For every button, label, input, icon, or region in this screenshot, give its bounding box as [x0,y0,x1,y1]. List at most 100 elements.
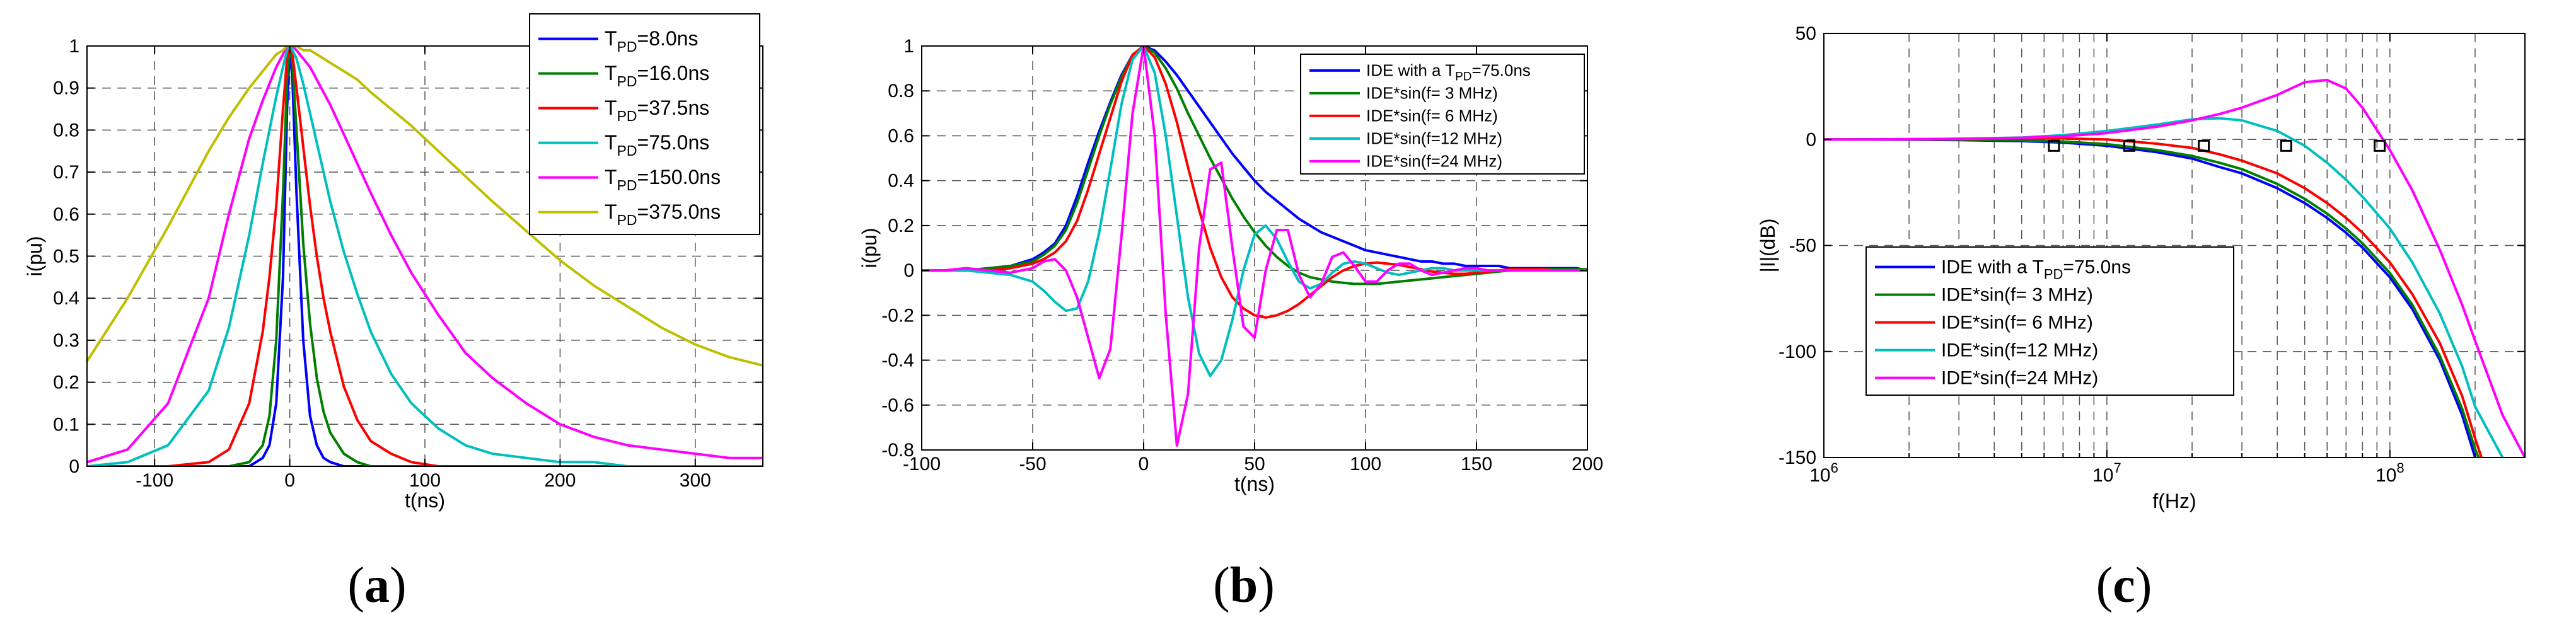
legend-label-value: =75.0ns [637,131,710,154]
legend-label-sub: PD [2044,267,2063,282]
y-tick-label: -0.8 [881,440,914,461]
y-tick-label: 0.1 [53,414,79,435]
legend-label-value: =375.0ns [637,200,721,223]
legend-label-main: IDE*sin(f= 3 MHz) [1366,84,1498,103]
y-tick-label: 0 [903,260,914,281]
x-axis-label: t(ns) [405,489,445,512]
y-tick-label: -0.2 [881,305,914,326]
y-axis-label: i(pu) [858,227,881,268]
series-line-5 [1824,79,2525,458]
x-tick-label: 107 [2092,460,2121,486]
series-line-2 [1824,138,2480,458]
legend-label-value: =8.0ns [637,27,699,50]
legend-label-main: T [605,62,617,84]
x-tick-label: 100 [1350,454,1381,475]
marker-group [2048,139,2386,152]
x-tick-label: -50 [1019,454,1046,475]
x-tick-label: 300 [680,470,711,491]
tick-marks [1823,33,2525,458]
legend-label-main: IDE*sin(f=12 MHz) [1366,129,1502,148]
series-group [1824,79,2525,458]
y-tick-label: -0.6 [881,395,914,416]
y-tick-label: 1 [69,36,79,57]
legend-label-main: IDE*sin(f= 3 MHz) [1941,285,2093,306]
panel-label-close: ) [390,558,407,613]
x-tick-label: 106 [1809,460,1838,486]
series-line-3 [87,46,763,466]
y-axis-label: i(pu) [23,236,46,276]
y-tick-label: 0.2 [53,372,79,393]
x-tick-label-exp: 8 [2396,460,2404,476]
y-tick-label: 0.6 [888,125,914,146]
panel-label-letter: b [1230,558,1258,613]
y-tick-label: 0 [1806,129,1816,150]
legend-label-2: TPD=16.0ns [605,62,709,89]
square-marker [2280,139,2292,152]
legend-box [1300,54,1585,175]
legend-label-3: TPD=37.5ns [605,96,709,124]
panel-label-open: ( [347,558,364,613]
legend-label-main: T [605,166,617,188]
x-tick-label: 200 [544,470,576,491]
y-tick-label: -150 [1778,447,1816,468]
x-tick-label: 150 [1461,454,1492,475]
x-tick-label: 50 [1244,454,1265,475]
series-group [87,46,763,466]
tick-marks [921,45,1588,451]
legend-label-sub: PD [617,177,637,193]
legend-label-value: =37.5ns [637,96,710,119]
x-tick-label-base: 10 [2376,465,2396,486]
tick-marks [87,45,763,467]
legend-label-main: IDE with a T [1941,257,2044,278]
legend-label-main: IDE*sin(f=24 MHz) [1941,368,2098,389]
y-tick-label: 0.3 [53,330,79,351]
x-tick-label-exp: 6 [1831,460,1838,476]
legend-label-5: IDE*sin(f=24 MHz) [1941,368,2098,389]
x-tick-label: 0 [1139,454,1149,475]
x-tick-label: -100 [903,454,941,475]
y-tick-label: 0 [69,456,79,477]
legend-label-value: =16.0ns [637,62,710,84]
square-marker [2048,139,2060,152]
series-line-4 [87,46,763,466]
x-axis-label: t(ns) [1234,473,1275,495]
y-tick-label: 0.9 [53,78,79,99]
legend-label-main: IDE with a T [1366,61,1455,80]
y-tick-label: 0.8 [53,120,79,141]
y-tick-label: 0.4 [53,288,79,309]
x-tick-label: 0 [284,470,295,491]
legend-label-5: IDE*sin(f=24 MHz) [1366,152,1502,171]
legend-label-sub: PD [617,108,637,124]
legend-label-main: IDE*sin(f=24 MHz) [1366,152,1502,171]
legend-label-4: TPD=75.0ns [605,131,709,159]
legend-label-value: =150.0ns [637,166,721,188]
y-tick-label: 50 [1796,23,1816,44]
y-tick-label: -50 [1789,236,1816,256]
legend-label-sub: PD [617,212,637,228]
y-axis-label: |I|(dB) [1756,219,1779,273]
square-marker [2123,139,2135,152]
legend-label-main: T [605,96,617,119]
legend: IDE with a TPD=75.0ns IDE*sin(f= 3 MHz) ID… [1865,246,2234,396]
y-tick-label: 0.4 [888,171,914,192]
panel-label-letter: a [364,558,390,613]
legend-label-6: TPD=375.0ns [605,200,721,228]
legend-label-2: IDE*sin(f= 3 MHz) [1366,84,1498,103]
panel-label-letter: c [2113,558,2135,613]
legend-label-main: IDE*sin(f=12 MHz) [1941,340,2098,361]
y-tick-label: 1 [903,36,914,57]
series-group [922,46,1587,447]
legend-label-sub: PD [617,38,637,55]
legend: TPD=8.0nsTPD=16.0nsTPD=37.5nsTPD=75.0nsT… [529,13,760,235]
x-tick-label-base: 10 [1809,465,1830,486]
legend-label-1: TPD=8.0ns [605,27,698,55]
series-line-6 [87,46,763,367]
panel-label-close: ) [2135,558,2152,613]
legend-label-sub: PD [1455,71,1471,84]
legend-label-2: IDE*sin(f= 3 MHz) [1941,285,2093,306]
legend-label-5: TPD=150.0ns [605,166,721,193]
legend-label-main: IDE*sin(f= 6 MHz) [1366,107,1498,125]
square-marker [2198,139,2210,152]
